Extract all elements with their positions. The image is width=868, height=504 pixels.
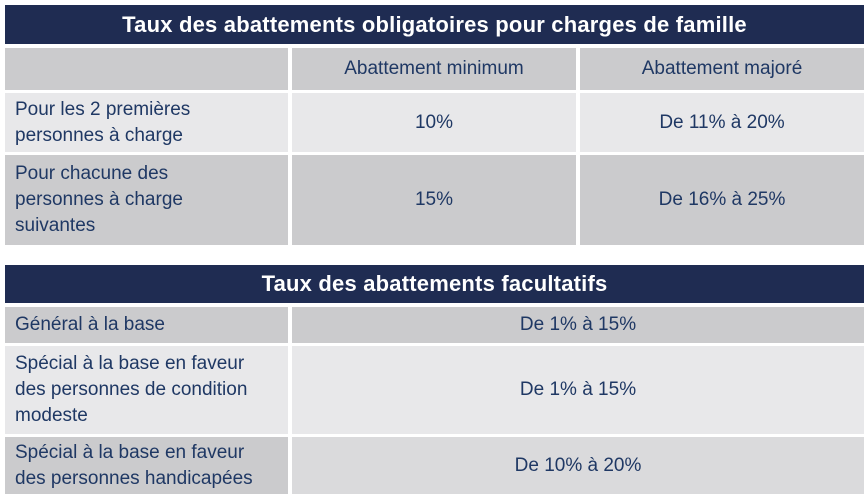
table2-row2-label: Spécial à la base en faveur des personne… xyxy=(5,346,288,434)
table1-row2-majore-value: De 16% à 25% xyxy=(580,155,864,245)
table1-row2-minimum-value: 15% xyxy=(292,155,576,245)
table1-column-header-abattement-minimum: Abattement minimum xyxy=(292,48,576,90)
table1-title: Taux des abattements obligatoires pour c… xyxy=(5,5,864,44)
table1-column-header-abattement-majore: Abattement majoré xyxy=(580,48,864,90)
table2-grid: Général à la base De 1% à 15% Spécial à … xyxy=(5,307,864,494)
table2-title: Taux des abattements facultatifs xyxy=(5,265,864,303)
table2-row1-label: Général à la base xyxy=(5,307,288,343)
table2-row3-label: Spécial à la base en faveur des personne… xyxy=(5,437,288,494)
table1-grid: Abattement minimum Abattement majoré Pou… xyxy=(5,48,864,245)
table1-row1-minimum-value: 10% xyxy=(292,93,576,152)
table2-row1-value: De 1% à 15% xyxy=(292,307,864,343)
table1-row2-label: Pour chacune des personnes à charge suiv… xyxy=(5,155,288,245)
table1-corner-cell xyxy=(5,48,288,90)
table-abattements-facultatifs: Taux des abattements facultatifs Général… xyxy=(5,265,864,494)
table2-row3-value: De 10% à 20% xyxy=(292,437,864,494)
table-abattements-obligatoires: Taux des abattements obligatoires pour c… xyxy=(5,5,864,245)
table2-row2-value: De 1% à 15% xyxy=(292,346,864,434)
table1-row1-label: Pour les 2 premières personnes à charge xyxy=(5,93,288,152)
table1-row1-majore-value: De 11% à 20% xyxy=(580,93,864,152)
